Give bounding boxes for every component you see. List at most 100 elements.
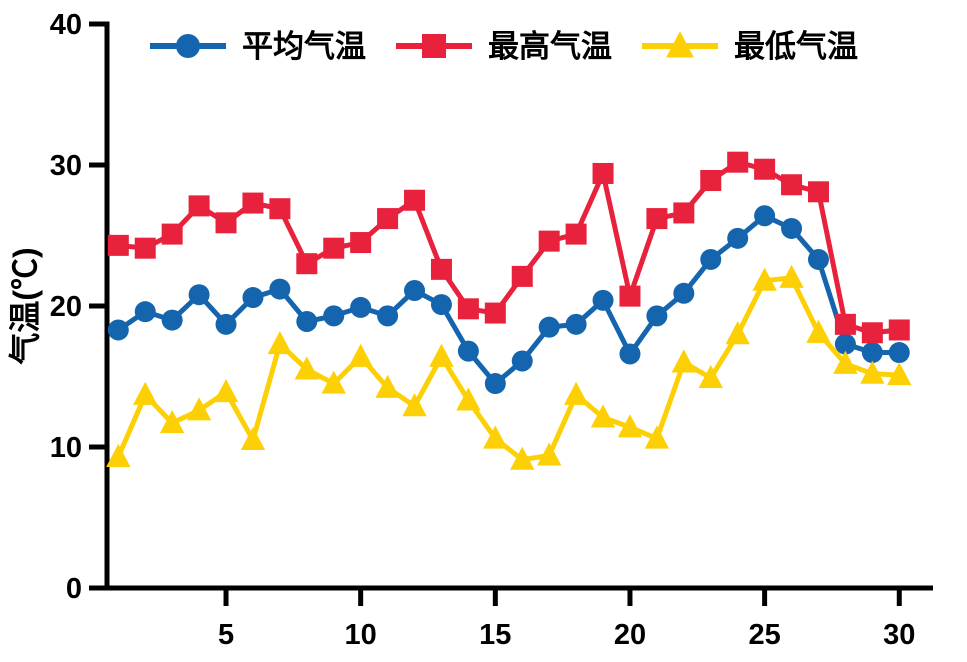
data-point-min-temp-19	[590, 404, 616, 428]
data-point-avg-temp-2	[134, 301, 156, 323]
data-point-avg-temp-3	[161, 309, 183, 331]
y-tick-label: 0	[66, 573, 82, 605]
legend-label-max-temp: 最高气温	[488, 29, 612, 64]
data-point-max-temp-23	[700, 170, 722, 192]
data-point-min-temp-15	[483, 425, 508, 449]
data-point-max-temp-30	[888, 319, 910, 341]
data-point-avg-temp-24	[727, 227, 749, 249]
data-point-max-temp-5	[215, 212, 237, 234]
data-point-max-temp-14	[457, 298, 479, 320]
data-point-max-temp-28	[834, 313, 856, 335]
data-point-avg-temp-11	[377, 305, 399, 327]
data-point-avg-temp-4	[188, 284, 210, 306]
data-point-max-temp-9	[323, 237, 345, 259]
legend-item-avg-temp: 平均气温	[150, 29, 366, 64]
data-point-max-temp-15	[484, 302, 506, 324]
data-point-avg-temp-13	[430, 294, 452, 316]
data-point-min-temp-17	[537, 442, 562, 466]
data-point-min-temp-21	[644, 425, 670, 449]
data-point-max-temp-16	[511, 265, 533, 287]
data-point-avg-temp-30	[888, 342, 910, 364]
x-axis-ticks: 5 10 15 20 25 30	[218, 588, 915, 651]
y-tick-label: 30	[50, 150, 82, 182]
data-point-max-temp-6	[242, 192, 264, 214]
series-line-avg-temp	[115, 213, 902, 387]
data-point-max-temp-12	[404, 189, 426, 211]
data-point-min-temp-24	[725, 321, 750, 345]
legend-square-icon	[422, 34, 446, 58]
y-axis-ticks: 0 10 20 30 40	[50, 9, 107, 605]
data-point-avg-temp-28	[834, 333, 856, 355]
data-point-max-temp-3	[161, 223, 183, 245]
data-point-avg-temp-14	[457, 340, 479, 362]
data-point-max-temp-10	[350, 232, 372, 254]
data-point-min-temp-25	[752, 267, 777, 291]
data-point-max-temp-25	[754, 158, 776, 180]
data-point-min-temp-6	[240, 426, 266, 451]
x-tick-label: 5	[218, 619, 234, 651]
data-point-max-temp-20	[619, 285, 641, 307]
y-tick-label: 20	[50, 291, 82, 323]
data-point-avg-temp-7	[269, 278, 291, 300]
data-point-min-temp-12	[402, 393, 427, 417]
data-point-avg-temp-6	[242, 287, 264, 309]
data-point-min-temp-22	[671, 349, 697, 373]
data-point-avg-temp-15	[484, 373, 506, 395]
data-point-max-temp-11	[377, 208, 399, 230]
data-point-max-temp-7	[269, 198, 291, 220]
legend-item-min-temp: 最低气温	[642, 29, 858, 64]
data-point-min-temp-27	[806, 319, 831, 343]
data-point-min-temp-29	[860, 360, 885, 384]
data-point-min-temp-26	[779, 264, 804, 288]
series-line-min-temp	[115, 275, 902, 463]
data-point-min-temp-10	[348, 343, 373, 367]
data-point-avg-temp-22	[673, 282, 695, 304]
x-tick-label: 25	[748, 619, 780, 651]
y-axis-title: 气温(℃)	[7, 247, 43, 364]
legend-label-min-temp: 最低气温	[734, 29, 858, 64]
data-point-avg-temp-21	[646, 305, 668, 327]
data-point-max-temp-1	[107, 234, 129, 256]
series-avg-temp	[107, 205, 910, 395]
data-point-max-temp-8	[296, 253, 318, 275]
data-point-avg-temp-1	[107, 319, 129, 341]
data-point-avg-temp-9	[323, 305, 345, 327]
data-point-min-temp-30	[887, 362, 912, 386]
data-point-avg-temp-20	[619, 343, 641, 365]
y-tick-label: 10	[50, 432, 82, 464]
data-point-avg-temp-5	[215, 313, 237, 335]
data-point-min-temp-3	[159, 410, 185, 434]
data-point-avg-temp-8	[296, 311, 318, 333]
data-point-max-temp-29	[861, 322, 883, 344]
legend-circle-icon	[176, 34, 200, 58]
data-point-min-temp-4	[186, 397, 212, 421]
data-point-max-temp-2	[134, 237, 156, 259]
data-point-min-temp-7	[267, 331, 293, 355]
data-point-min-temp-16	[510, 446, 535, 470]
data-point-avg-temp-27	[807, 248, 829, 270]
data-point-max-temp-18	[565, 223, 587, 245]
x-tick-label: 15	[479, 619, 511, 651]
data-point-avg-temp-12	[404, 279, 426, 301]
data-point-avg-temp-18	[565, 313, 587, 335]
y-tick-label: 40	[50, 9, 82, 41]
data-point-max-temp-22	[673, 202, 695, 224]
data-point-min-temp-5	[213, 378, 239, 403]
data-point-min-temp-11	[375, 374, 400, 398]
data-point-avg-temp-29	[861, 342, 883, 364]
data-point-max-temp-27	[807, 181, 829, 203]
data-point-max-temp-21	[646, 208, 668, 230]
x-tick-label: 10	[345, 619, 377, 651]
data-point-max-temp-13	[430, 258, 452, 280]
legend: 平均气温 最高气温 最低气温	[150, 29, 858, 64]
legend-label-avg-temp: 平均气温	[242, 29, 366, 64]
data-point-avg-temp-17	[538, 316, 560, 338]
data-point-min-temp-1	[106, 443, 131, 467]
legend-item-max-temp: 最高气温	[396, 29, 612, 64]
data-point-avg-temp-26	[781, 217, 803, 239]
series-max-temp	[107, 151, 910, 344]
data-point-min-temp-23	[698, 364, 723, 388]
data-point-max-temp-26	[781, 174, 803, 196]
data-point-max-temp-24	[727, 151, 749, 173]
